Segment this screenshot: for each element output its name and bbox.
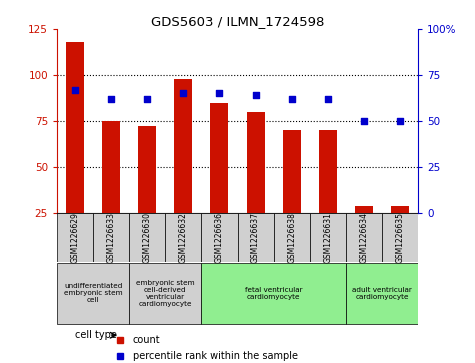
FancyBboxPatch shape (57, 263, 129, 324)
FancyBboxPatch shape (129, 213, 165, 262)
Text: cell type: cell type (75, 330, 117, 340)
Text: count: count (133, 335, 161, 346)
Text: fetal ventricular
cardiomyocyte: fetal ventricular cardiomyocyte (245, 287, 303, 300)
Bar (138, 126, 156, 213)
Bar (283, 130, 301, 213)
Bar (66, 42, 84, 213)
Point (180, 90, 187, 96)
FancyBboxPatch shape (346, 213, 382, 262)
Text: percentile rank within the sample: percentile rank within the sample (133, 351, 298, 361)
FancyBboxPatch shape (57, 213, 93, 262)
FancyBboxPatch shape (238, 213, 274, 262)
FancyBboxPatch shape (165, 213, 201, 262)
Text: GSM1226629: GSM1226629 (71, 212, 79, 263)
Point (107, 96, 115, 102)
Point (360, 118, 368, 124)
FancyBboxPatch shape (201, 213, 238, 262)
Text: undifferentiated
embryonic stem
cell: undifferentiated embryonic stem cell (64, 283, 123, 303)
Bar (319, 130, 337, 213)
Text: GSM1226634: GSM1226634 (360, 212, 368, 263)
Text: GSM1226631: GSM1226631 (323, 212, 332, 263)
Point (288, 96, 295, 102)
FancyBboxPatch shape (346, 263, 418, 324)
FancyBboxPatch shape (382, 213, 418, 262)
Text: embryonic stem
cell-derived
ventricular
cardiomyocyte: embryonic stem cell-derived ventricular … (136, 280, 195, 307)
Text: GSM1226630: GSM1226630 (143, 212, 152, 263)
Text: GSM1226638: GSM1226638 (287, 212, 296, 263)
Point (324, 96, 332, 102)
Bar (247, 112, 265, 213)
Bar (355, 205, 373, 213)
Bar (174, 79, 192, 213)
FancyBboxPatch shape (93, 213, 129, 262)
Text: GSM1226637: GSM1226637 (251, 212, 260, 263)
Point (143, 96, 151, 102)
Point (396, 118, 404, 124)
Text: GSM1226632: GSM1226632 (179, 212, 188, 263)
FancyBboxPatch shape (201, 263, 346, 324)
Text: adult ventricular
cardiomyocyte: adult ventricular cardiomyocyte (352, 287, 412, 300)
FancyBboxPatch shape (129, 263, 201, 324)
FancyBboxPatch shape (310, 213, 346, 262)
Bar (102, 121, 120, 213)
Title: GDS5603 / ILMN_1724598: GDS5603 / ILMN_1724598 (151, 15, 324, 28)
Point (71, 87, 79, 93)
Text: GSM1226635: GSM1226635 (396, 212, 404, 263)
Bar (391, 205, 409, 213)
Point (216, 90, 223, 96)
Point (252, 92, 259, 98)
Text: GSM1226633: GSM1226633 (107, 212, 115, 263)
Text: GSM1226636: GSM1226636 (215, 212, 224, 263)
Bar (210, 103, 228, 213)
FancyBboxPatch shape (274, 213, 310, 262)
